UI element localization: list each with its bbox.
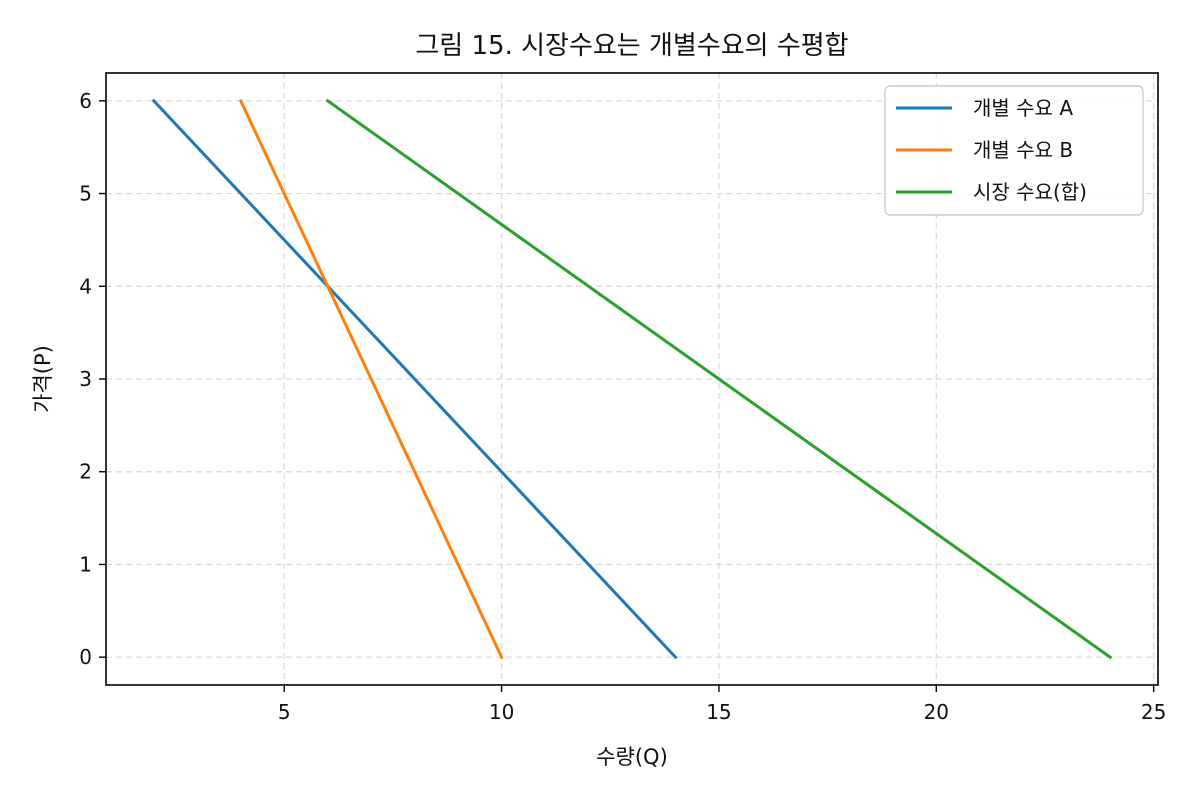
x-tick-label: 10 xyxy=(489,700,514,724)
plot-series xyxy=(151,98,1113,660)
x-tick-label: 20 xyxy=(924,700,949,724)
grid xyxy=(106,73,1158,685)
x-tick-label: 25 xyxy=(1141,700,1166,724)
y-tick-label: 1 xyxy=(79,552,92,576)
legend: 개별 수요 A 개별 수요 B 시장 수요(합) xyxy=(884,85,1144,216)
chart-title: 그림 15. 시장수요는 개별수요의 수평합 xyxy=(415,31,848,61)
series-line-2 xyxy=(238,98,504,660)
y-tick-label: 2 xyxy=(79,460,92,484)
y-tick-label: 5 xyxy=(79,182,92,206)
series-line-1 xyxy=(151,98,678,660)
legend-box xyxy=(884,85,1144,216)
x-axis-label: 수량(Q) xyxy=(596,745,668,769)
series-line-3 xyxy=(325,98,1113,660)
y-tick-label: 6 xyxy=(79,89,92,113)
x-tick-label: 15 xyxy=(706,700,731,724)
legend-label: 시장 수요(합) xyxy=(973,180,1087,204)
x-tick-label: 5 xyxy=(278,700,291,724)
legend-label: 개별 수요 B xyxy=(973,138,1073,162)
legend-label: 개별 수요 A xyxy=(973,96,1073,120)
y-tick-label: 3 xyxy=(79,367,92,391)
axis-ticks: 5 10 15 20 25 0 1 2 3 4 5 6 xyxy=(79,89,1166,724)
y-tick-label: 4 xyxy=(79,274,92,298)
y-tick-label: 0 xyxy=(79,645,92,669)
y-axis-label: 가격(P) xyxy=(31,345,55,413)
